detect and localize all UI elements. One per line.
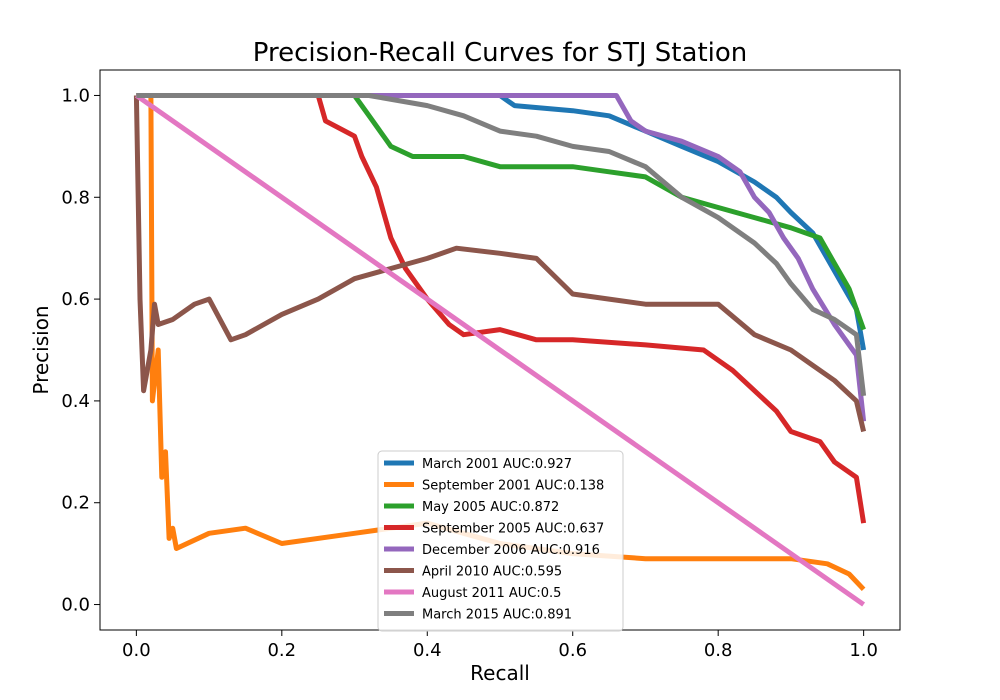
chart-title: Precision-Recall Curves for STJ Station bbox=[253, 38, 748, 68]
x-tick-label: 0.8 bbox=[704, 640, 733, 661]
series-line-2 bbox=[136, 93, 866, 331]
series-line-3 bbox=[136, 93, 867, 524]
legend-entry-label: December 2006 AUC:0.916 bbox=[422, 543, 600, 558]
x-tick-label: 1.0 bbox=[849, 640, 878, 661]
y-axis: 0.0 0.2 0.4 0.6 0.8 1.0 bbox=[61, 85, 100, 616]
legend-box bbox=[377, 450, 624, 632]
y-axis-label: Precision bbox=[29, 305, 53, 394]
y-tick-label: 0.8 bbox=[61, 187, 90, 208]
legend-entry-label: August 2011 AUC:0.5 bbox=[422, 586, 561, 601]
series-line-0 bbox=[136, 93, 867, 351]
y-tick-label: 1.0 bbox=[61, 85, 90, 106]
series-line-6 bbox=[134, 93, 866, 607]
x-tick-label: 0.0 bbox=[122, 640, 151, 661]
legend-entry-label: May 2005 AUC:0.872 bbox=[422, 500, 559, 515]
legend: March 2001 AUC:0.927 September 2001 AUC:0… bbox=[377, 450, 624, 632]
y-tick-label: 0.2 bbox=[61, 493, 90, 514]
series-line-7 bbox=[136, 93, 867, 397]
legend-entry-label: September 2005 AUC:0.637 bbox=[422, 522, 604, 537]
x-tick-label: 0.2 bbox=[267, 640, 296, 661]
series-line-4 bbox=[136, 93, 867, 422]
y-tick-label: 0.6 bbox=[61, 289, 90, 310]
series-layer bbox=[133, 93, 867, 607]
series-line-1 bbox=[136, 93, 866, 592]
x-axis: 0.0 0.2 0.4 0.6 0.8 1.0 bbox=[122, 630, 878, 661]
y-tick-label: 0.4 bbox=[61, 391, 90, 412]
legend-entry-label: April 2010 AUC:0.595 bbox=[422, 565, 562, 580]
series-line-5 bbox=[133, 95, 867, 433]
y-tick-label: 0.0 bbox=[61, 595, 90, 616]
legend-entry-label: March 2015 AUC:0.891 bbox=[422, 608, 572, 623]
legend-entry-label: March 2001 AUC:0.927 bbox=[422, 457, 572, 472]
x-axis-label: Recall bbox=[470, 661, 530, 685]
legend-entry-label: September 2001 AUC:0.138 bbox=[422, 479, 604, 494]
x-tick-label: 0.6 bbox=[558, 640, 587, 661]
x-tick-label: 0.4 bbox=[413, 640, 442, 661]
